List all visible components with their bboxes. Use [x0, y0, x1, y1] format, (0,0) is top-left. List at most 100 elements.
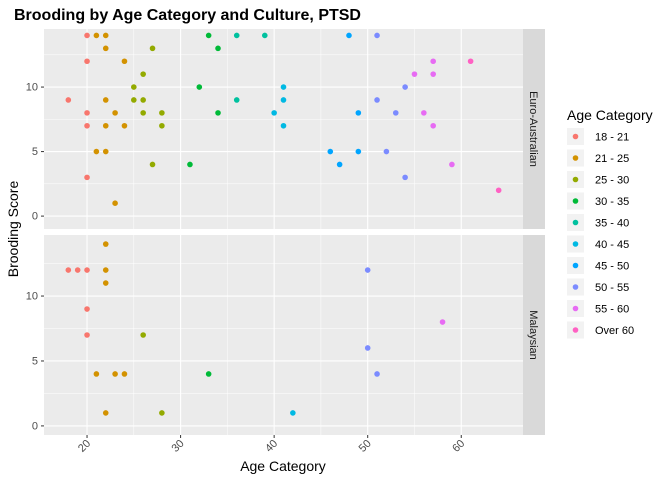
data-point — [84, 58, 90, 65]
facet-panels: 0 5 10 Euro-Australian 0 5 10 Malaysian — [26, 29, 545, 435]
data-point — [430, 58, 436, 65]
data-point — [374, 371, 380, 377]
data-point — [355, 148, 362, 155]
legend-swatch — [572, 133, 579, 140]
legend-swatch — [572, 262, 579, 269]
data-point — [233, 97, 240, 103]
data-point — [495, 187, 502, 194]
y-tick-label: 10 — [26, 291, 38, 303]
data-point — [467, 58, 474, 65]
panel-background — [44, 29, 523, 229]
panel-background — [44, 235, 523, 435]
data-point — [102, 241, 109, 247]
data-point — [140, 71, 146, 77]
data-point — [121, 371, 128, 377]
data-point — [187, 161, 193, 168]
x-tick-label: 60 — [450, 438, 467, 455]
data-point — [131, 84, 137, 90]
data-point — [65, 97, 72, 103]
data-point — [84, 110, 90, 116]
data-point — [102, 267, 109, 273]
data-point — [74, 267, 81, 273]
data-point — [205, 32, 212, 39]
data-point — [233, 32, 240, 39]
data-point — [364, 345, 371, 351]
legend-label: 21 - 25 — [595, 153, 629, 165]
data-point — [84, 32, 90, 39]
data-point — [383, 148, 390, 155]
data-point — [102, 32, 109, 39]
legend-label: 40 - 45 — [595, 239, 629, 251]
data-point — [421, 110, 427, 116]
data-point — [84, 306, 90, 312]
legend-swatch — [572, 198, 579, 204]
x-tick-label: 40 — [263, 438, 280, 455]
legend-swatch — [572, 284, 579, 290]
chart-title: Brooding by Age Category and Culture, PT… — [14, 7, 361, 24]
legend-swatch — [572, 219, 579, 226]
legend-swatch — [572, 176, 579, 183]
data-point — [140, 332, 146, 338]
legend-swatch — [572, 155, 579, 161]
legend-title: Age Category — [567, 107, 653, 123]
facet-panel-1: 0 5 10 Malaysian — [26, 235, 545, 435]
data-point — [112, 371, 118, 377]
data-point — [112, 200, 118, 206]
legend-label: 35 - 40 — [595, 218, 629, 230]
legend-label: 25 - 30 — [595, 175, 629, 187]
data-point — [84, 332, 90, 338]
data-point — [93, 371, 100, 377]
data-point — [196, 84, 203, 90]
data-point — [402, 84, 408, 90]
legend-label: 18 - 21 — [595, 132, 629, 144]
y-tick-label: 5 — [32, 355, 38, 367]
data-point — [280, 97, 287, 103]
data-point — [84, 174, 90, 181]
legend: Age Category 18 - 21 21 - 25 25 - 30 30 - 3… — [567, 107, 653, 339]
y-axis-label: Brooding Score — [5, 181, 21, 278]
data-point — [140, 110, 146, 116]
x-tick-label: 30 — [170, 438, 187, 455]
legend-swatch — [572, 327, 579, 333]
data-point — [121, 58, 128, 65]
data-point — [102, 148, 109, 155]
data-point — [215, 45, 221, 52]
y-tick-label: 0 — [32, 211, 38, 223]
data-point — [112, 110, 118, 116]
data-point — [280, 122, 287, 129]
data-point — [93, 148, 100, 155]
data-point — [102, 410, 109, 416]
legend-label: 50 - 55 — [595, 282, 629, 294]
data-point — [290, 410, 296, 416]
legend-swatch — [572, 241, 579, 247]
data-point — [346, 32, 352, 39]
x-tick-label: 50 — [357, 438, 374, 455]
data-point — [411, 71, 418, 77]
x-axis-label: Age Category — [240, 458, 326, 474]
legend-swatch — [572, 305, 579, 312]
data-point — [84, 122, 90, 129]
facet-panel-0: 0 5 10 Euro-Australian — [26, 29, 545, 229]
data-point — [392, 110, 399, 116]
data-point — [149, 45, 156, 52]
data-point — [439, 319, 446, 325]
data-point — [449, 161, 455, 168]
data-point — [84, 267, 90, 273]
data-point — [159, 110, 165, 116]
data-point — [336, 161, 343, 168]
data-point — [374, 32, 380, 39]
data-point — [102, 280, 109, 286]
data-point — [402, 174, 408, 181]
data-point — [131, 97, 137, 103]
data-point — [261, 32, 268, 39]
x-tick-label: 20 — [76, 438, 93, 455]
facet-strip — [523, 235, 545, 435]
data-point — [102, 122, 109, 129]
data-point — [93, 32, 100, 39]
facet-strip-label: Euro-Australian — [527, 91, 539, 167]
y-tick-label: 5 — [32, 146, 38, 158]
data-point — [149, 161, 156, 168]
data-point — [121, 122, 128, 129]
data-point — [430, 71, 436, 77]
